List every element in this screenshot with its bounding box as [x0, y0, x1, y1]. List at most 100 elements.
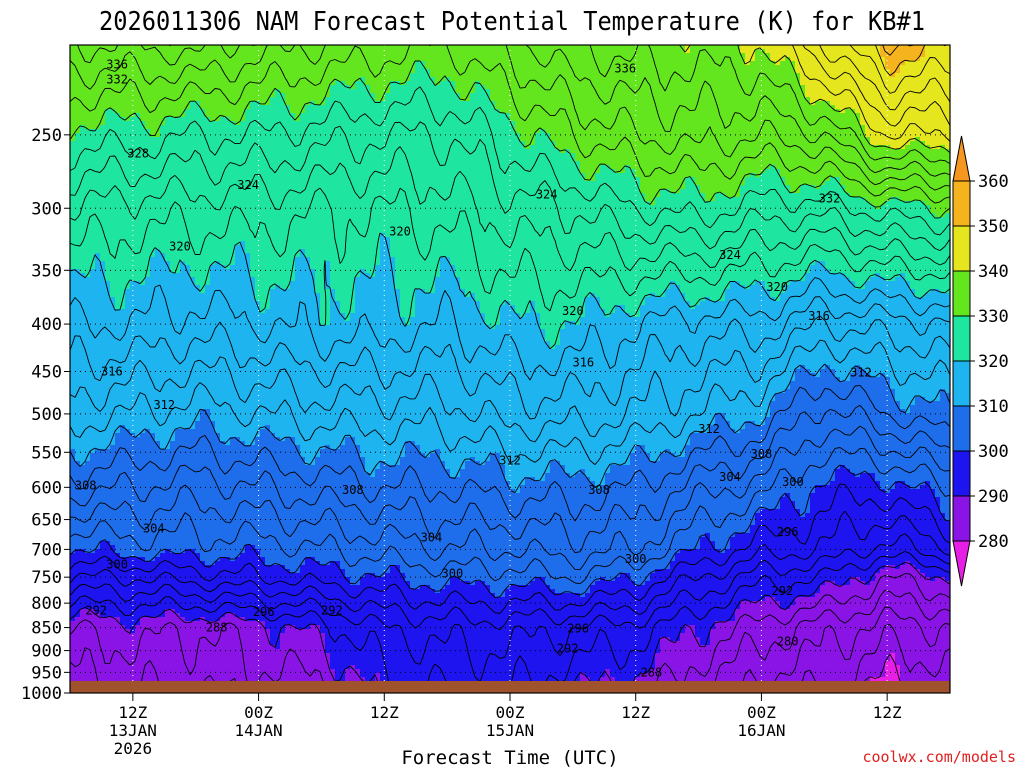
field-cell	[470, 97, 491, 102]
field-cell	[685, 177, 696, 182]
field-cell	[685, 293, 726, 298]
field-cell	[70, 317, 321, 322]
field-cell	[175, 437, 221, 442]
field-cell	[390, 253, 950, 258]
contour-label: 316	[101, 365, 123, 379]
field-cell	[210, 281, 256, 286]
field-cell	[885, 61, 906, 66]
field-cell	[735, 609, 950, 614]
field-cell	[70, 465, 366, 470]
ground-strip	[70, 681, 950, 693]
isentrope-304	[70, 425, 950, 571]
field-cell	[880, 485, 896, 490]
field-cell	[155, 249, 161, 254]
field-cell	[915, 565, 950, 570]
field-cell	[90, 269, 106, 274]
field-cell	[255, 277, 296, 282]
field-cell	[450, 469, 461, 474]
field-cell	[75, 453, 91, 458]
field-cell	[285, 97, 326, 102]
field-cell	[580, 469, 586, 474]
field-cell	[290, 281, 316, 286]
field-cell	[630, 577, 651, 582]
field-cell	[320, 625, 686, 630]
field-cell	[930, 481, 950, 486]
field-cell	[255, 281, 291, 286]
field-cell	[575, 473, 586, 478]
field-cell	[645, 297, 686, 302]
field-cell	[70, 281, 111, 286]
field-cell	[375, 93, 386, 98]
field-cell	[330, 261, 381, 266]
isentrope-298	[70, 483, 950, 614]
field-cell	[600, 677, 616, 682]
field-cell	[75, 549, 86, 554]
field-cell	[315, 289, 331, 294]
field-cell	[725, 293, 771, 298]
field-cell	[730, 545, 950, 550]
field-cell	[820, 589, 950, 594]
field-cell	[350, 317, 406, 322]
field-cell	[70, 229, 950, 234]
field-cell	[330, 269, 361, 274]
field-cell	[220, 557, 231, 562]
field-cell	[465, 461, 481, 466]
field-cell	[400, 309, 416, 314]
field-cell	[235, 121, 241, 126]
field-cell	[440, 265, 456, 270]
field-cell	[415, 289, 426, 294]
field-cell	[845, 109, 856, 114]
field-cell	[845, 273, 876, 278]
field-cell	[490, 589, 506, 594]
field-cell	[490, 89, 806, 94]
field-cell	[745, 61, 751, 66]
field-cell	[305, 253, 381, 258]
field-cell	[205, 113, 246, 118]
field-cell	[70, 297, 116, 302]
field-cell	[265, 425, 271, 430]
field-cell	[515, 489, 521, 494]
field-cell	[940, 393, 950, 398]
field-cell	[240, 121, 516, 126]
field-cell	[490, 585, 511, 590]
field-cell	[70, 369, 796, 374]
field-cell	[605, 577, 616, 582]
field-cell	[280, 637, 326, 642]
field-cell	[480, 301, 506, 306]
field-cell	[390, 85, 456, 90]
field-cell	[70, 617, 76, 622]
field-cell	[345, 677, 366, 682]
field-cell	[85, 273, 91, 278]
field-cell	[925, 201, 950, 206]
field-cell	[585, 305, 601, 310]
field-cell	[405, 577, 451, 582]
field-cell	[825, 181, 841, 186]
field-cell	[585, 309, 606, 314]
field-cell	[70, 357, 950, 362]
isentrope-318	[70, 277, 950, 381]
field-cell	[245, 117, 296, 122]
field-cell	[250, 265, 296, 270]
field-cell	[945, 517, 950, 522]
field-cell	[100, 545, 116, 550]
field-cell	[70, 413, 201, 418]
field-cell	[95, 253, 101, 258]
field-cell	[430, 585, 446, 590]
field-cell	[815, 373, 821, 378]
contour-label: 308	[75, 478, 97, 492]
field-cell	[375, 265, 396, 270]
field-cell	[675, 557, 950, 562]
source-credit: coolwx.com/models	[862, 748, 1016, 766]
field-cell	[695, 177, 746, 182]
field-cell	[790, 497, 811, 502]
field-cell	[695, 181, 746, 186]
field-cell	[95, 257, 101, 262]
field-cell	[865, 369, 950, 374]
y-tick-label: 400	[31, 315, 62, 335]
field-cell	[70, 213, 936, 218]
field-cell	[820, 185, 846, 190]
field-cell	[360, 77, 366, 82]
field-cell	[70, 349, 950, 354]
field-cell	[340, 445, 361, 450]
field-cell	[640, 181, 686, 186]
